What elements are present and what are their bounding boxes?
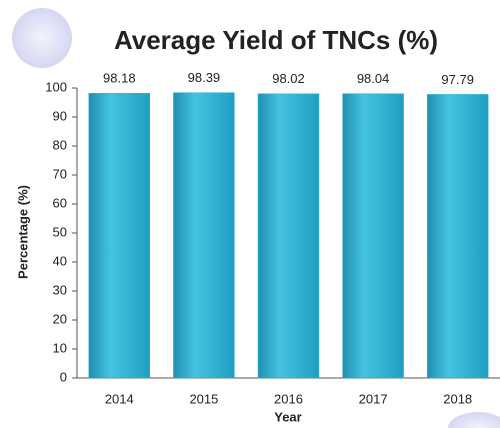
y-tick-label: 30 (53, 282, 67, 297)
y-tick-label: 50 (53, 224, 67, 239)
y-tick-label: 70 (53, 166, 67, 181)
x-tick-label: 2016 (274, 391, 303, 406)
chart-title: Average Yield of TNCs (%) (114, 25, 438, 55)
y-tick-label: 60 (53, 195, 67, 210)
data-label: 98.39 (188, 70, 221, 85)
chart: Average Yield of TNCs (%) Percentage (%)… (0, 0, 500, 428)
y-tick-label: 90 (53, 108, 67, 123)
data-label: 98.04 (357, 71, 390, 86)
bar (173, 93, 234, 378)
y-tick-label: 40 (53, 253, 67, 268)
data-label: 97.79 (441, 72, 474, 87)
data-label: 98.02 (272, 71, 305, 86)
data-label: 98.18 (103, 71, 136, 86)
y-tick-label: 0 (60, 369, 67, 384)
bar (343, 94, 404, 378)
bar (258, 94, 319, 378)
x-tick-label: 2018 (443, 391, 472, 406)
bar (89, 93, 150, 378)
y-tick-label: 10 (53, 340, 67, 355)
decoration (448, 412, 500, 428)
decoration (12, 8, 72, 68)
x-axis-label: Year (274, 409, 301, 424)
y-axis-label: Percentage (%) (15, 185, 30, 279)
x-tick-label: 2017 (359, 391, 388, 406)
y-tick-label: 20 (53, 311, 67, 326)
x-tick-label: 2014 (105, 391, 134, 406)
y-tick-label: 100 (45, 79, 67, 94)
y-tick-label: 80 (53, 137, 67, 152)
bar (427, 94, 488, 378)
x-tick-label: 2015 (189, 391, 218, 406)
